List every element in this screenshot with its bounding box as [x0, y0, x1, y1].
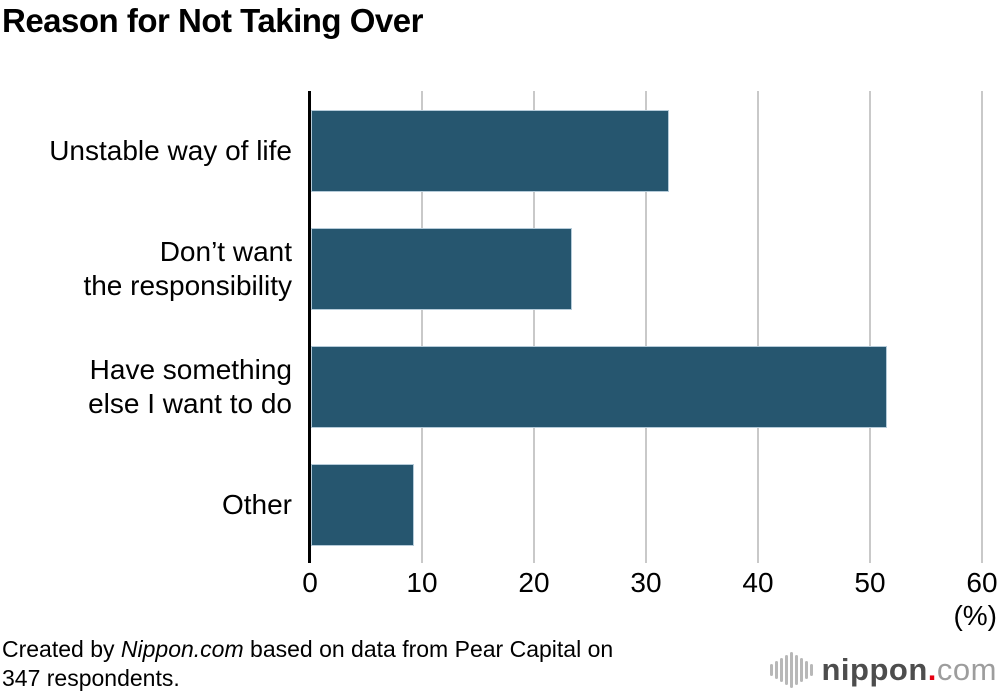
- category-label-1: Don’t want the responsibility: [0, 235, 292, 303]
- nippon-com-logo[interactable]: nippon.com: [768, 650, 998, 690]
- logo-tld: com: [936, 652, 997, 687]
- x-tick-label-40: 40: [742, 567, 774, 598]
- x-tick-label-0: 0: [302, 567, 318, 598]
- x-tick-label-50: 50: [854, 567, 886, 598]
- category-label-2: Have something else I want to do: [0, 353, 292, 421]
- x-tick-label-20: 20: [518, 567, 550, 598]
- bar-0: [311, 110, 669, 192]
- category-label-line: Don’t want: [159, 236, 292, 267]
- credit-text-suffix: based on data from Pear Capital on: [243, 636, 614, 662]
- y-axis-line: [308, 91, 311, 563]
- category-label-line: Other: [221, 489, 292, 520]
- category-label-0: Unstable way of life: [0, 134, 292, 168]
- chart-title: Reason for Not Taking Over: [2, 2, 423, 39]
- category-label-line: the responsibility: [83, 270, 292, 301]
- x-gridline-10: [421, 91, 423, 563]
- x-gridline-20: [533, 91, 535, 563]
- credit-line-1: Created by Nippon.com based on data from…: [2, 635, 613, 664]
- logo-wordmark: nippon.com: [822, 652, 998, 688]
- credit-line-2: 347 respondents.: [2, 665, 180, 691]
- category-label-line: Have something: [89, 354, 292, 385]
- logo-name: nippon: [821, 652, 928, 687]
- logo-dot: .: [927, 652, 937, 687]
- x-gridline-50: [869, 91, 871, 563]
- x-tick-label-60: 60: [966, 567, 998, 598]
- x-gridline-30: [645, 91, 647, 563]
- bar-3: [311, 464, 414, 546]
- credit-source-name: Nippon.com: [120, 636, 244, 662]
- x-tick-label-10: 10: [406, 567, 438, 598]
- x-gridline-40: [757, 91, 759, 563]
- bar-1: [311, 228, 572, 310]
- x-axis-unit-label: (%): [953, 600, 997, 631]
- x-tick-label-30: 30: [630, 567, 662, 598]
- x-gridline-60: [981, 91, 983, 563]
- category-label-line: Unstable way of life: [49, 135, 292, 166]
- bar-2: [311, 346, 887, 428]
- category-label-line: else I want to do: [88, 388, 292, 419]
- soundwave-bars-icon: [769, 652, 813, 688]
- category-label-3: Other: [0, 488, 292, 522]
- source-credit: Created by Nippon.com based on data from…: [2, 635, 613, 693]
- credit-text-prefix: Created by: [2, 636, 121, 662]
